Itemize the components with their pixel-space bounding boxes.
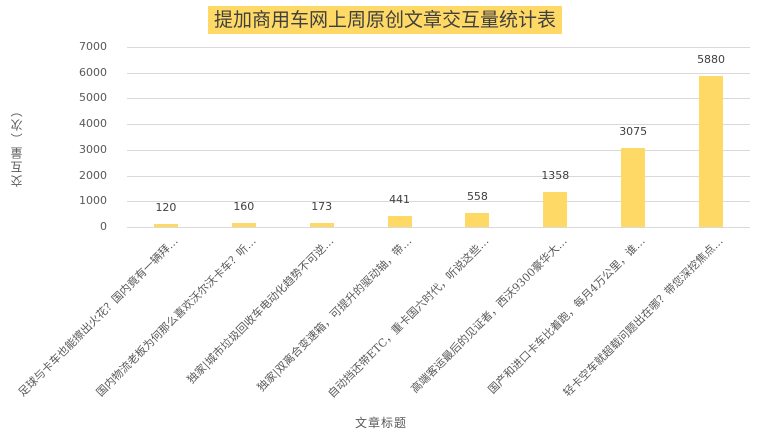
- data-label: 160: [233, 199, 255, 213]
- x-category-label: 自动挡还带ETC，重卡国六时代，听说这些…: [325, 234, 492, 401]
- data-label: 5880: [697, 52, 726, 66]
- bar: [699, 75, 724, 227]
- y-tick-label: 6000: [79, 65, 107, 79]
- data-label: 173: [311, 199, 333, 213]
- gridline: [127, 47, 750, 48]
- data-label: 120: [155, 200, 177, 214]
- bar: [153, 223, 178, 227]
- x-category-label: 足球与卡车也能擦出火花？国内竟有一辆拜…: [15, 234, 181, 400]
- bar: [465, 212, 490, 227]
- x-axis-title: 文章标题: [355, 416, 408, 430]
- bar: [621, 147, 646, 227]
- gridline: [127, 124, 750, 126]
- bar: [543, 192, 568, 227]
- gridline: [127, 227, 750, 228]
- bar: [231, 222, 256, 227]
- x-category-label: 独家|城市垃圾回收车电动化趋势不可逆…: [184, 234, 337, 387]
- plot-area: 120 160 173 441 558 1358 3075 5880: [127, 47, 750, 228]
- y-tick-label: 2000: [79, 168, 107, 182]
- data-label: 1358: [541, 169, 570, 183]
- x-category-label: 轻卡空车就超载问题出在哪？带您深挖焦点…: [560, 234, 726, 400]
- gridline: [127, 201, 750, 203]
- x-category-label: 国内物流老板为何那么喜欢沃尔沃卡车？听…: [93, 234, 259, 400]
- y-tick-label: 0: [100, 220, 107, 233]
- chart-title: 提加商用车网上周原创文章交互量统计表: [208, 6, 563, 34]
- x-category-label: 国产和进口卡车比着跑，每月4万公里，谁…: [485, 234, 648, 397]
- y-tick-label: 7000: [79, 40, 107, 53]
- x-category-label: 独家|双离合变速箱，可提升的驱动轴，带…: [254, 234, 414, 395]
- data-label: 441: [389, 192, 411, 206]
- y-tick-label: 5000: [79, 91, 107, 105]
- gridline: [127, 175, 750, 177]
- bar: [387, 215, 412, 227]
- y-tick-label: 3000: [79, 142, 107, 156]
- data-label: 3075: [619, 124, 648, 138]
- gridline: [127, 149, 750, 151]
- gridline: [127, 98, 750, 100]
- y-axis-title: 交互量（次）: [10, 103, 24, 187]
- data-label: 558: [466, 189, 488, 203]
- y-tick-label: 4000: [79, 117, 107, 131]
- bar: [309, 222, 334, 227]
- y-tick-label: 1000: [79, 194, 107, 208]
- gridline: [127, 72, 750, 74]
- x-category-label: 高端客运最后的见证者，西沃9300豪华大…: [408, 234, 570, 396]
